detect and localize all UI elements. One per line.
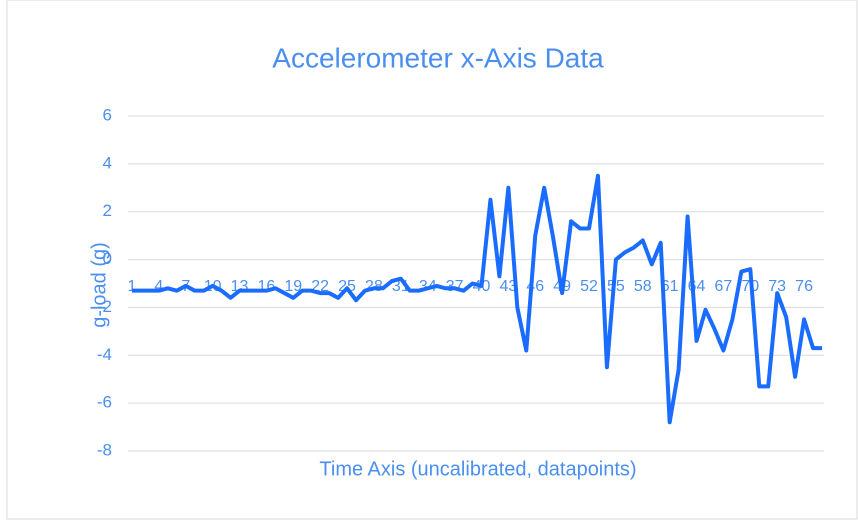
y-tick-label: -8 bbox=[97, 440, 112, 459]
data-line bbox=[132, 173, 822, 425]
y-tick-label: -6 bbox=[97, 393, 112, 412]
x-tick-label: 73 bbox=[768, 278, 786, 295]
y-tick-label: 4 bbox=[103, 153, 112, 172]
chart-title: Accelerometer x-Axis Data bbox=[272, 42, 604, 73]
y-tick-label: -2 bbox=[97, 297, 112, 316]
x-tick-label: 58 bbox=[634, 278, 652, 295]
y-tick-label: -4 bbox=[97, 345, 112, 364]
x-tick-label: 19 bbox=[284, 278, 302, 295]
x-axis-label: Time Axis (uncalibrated, datapoints) bbox=[319, 458, 636, 480]
x-tick-label: 43 bbox=[499, 278, 517, 295]
x-tick-label: 76 bbox=[795, 278, 813, 295]
y-axis-label: g-load (g) bbox=[88, 242, 110, 328]
x-tick-label: 1 bbox=[128, 278, 137, 295]
y-tick-label: 2 bbox=[103, 201, 112, 220]
y-tick-label: 6 bbox=[103, 105, 112, 124]
x-tick-label: 4 bbox=[154, 278, 163, 295]
x-tick-label: 61 bbox=[661, 278, 679, 295]
y-tick-label: 0 bbox=[103, 249, 112, 268]
x-tick-label: 52 bbox=[580, 278, 598, 295]
x-tick-label: 16 bbox=[258, 278, 276, 295]
x-tick-label: 67 bbox=[715, 278, 733, 295]
